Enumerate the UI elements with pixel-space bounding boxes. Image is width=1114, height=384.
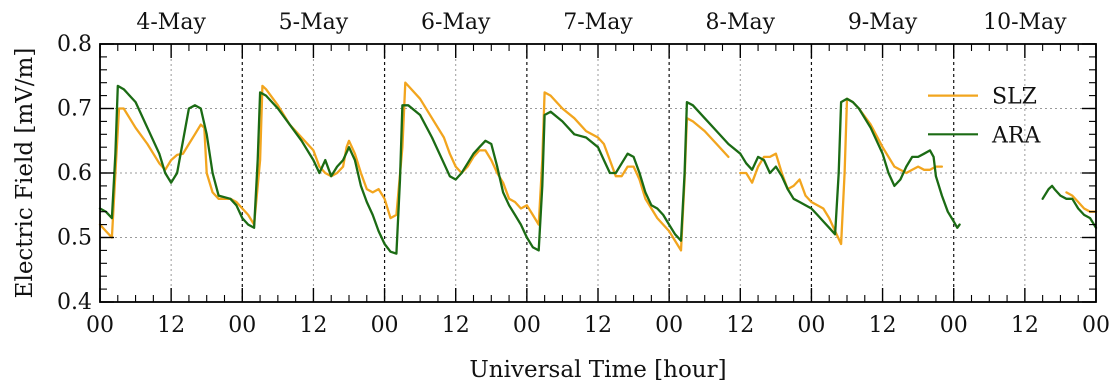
x-tick-label: 00 xyxy=(371,313,399,338)
day-label: 6-May xyxy=(421,10,491,35)
x-tick-label: 00 xyxy=(513,313,541,338)
day-label: 9-May xyxy=(848,10,918,35)
day-label: 10-May xyxy=(983,10,1067,35)
x-tick-label: 00 xyxy=(228,313,256,338)
y-axis-title: Electric Field [mV/m] xyxy=(12,48,38,299)
day-label: 4-May xyxy=(136,10,206,35)
x-tick-label: 12 xyxy=(869,313,897,338)
y-tick-label: 0.5 xyxy=(57,226,92,251)
series-line-ara xyxy=(1041,184,1098,229)
x-tick-label: 00 xyxy=(1082,313,1110,338)
day-label: 7-May xyxy=(563,10,633,35)
x-tick-label: 12 xyxy=(726,313,754,338)
series-line-ara xyxy=(98,84,961,255)
x-tick-label: 12 xyxy=(1011,313,1039,338)
x-tick-label: 00 xyxy=(655,313,683,338)
x-tick-label: 12 xyxy=(584,313,612,338)
y-tick-label: 0.7 xyxy=(57,97,92,122)
day-labels: 4-May 5-May 6-May 7-May 8-May 9-May 10-May xyxy=(136,10,1067,35)
x-tick-label: 00 xyxy=(86,313,114,338)
axis-ticks xyxy=(99,43,1097,303)
y-tick-label: 0.4 xyxy=(57,290,92,315)
legend-label-ara: ARA xyxy=(991,123,1041,148)
x-axis-title: Universal Time [hour] xyxy=(469,357,726,383)
y-tick-label: 0.6 xyxy=(57,161,92,186)
day-label: 5-May xyxy=(279,10,349,35)
legend: SLZ ARA xyxy=(928,85,1041,148)
series-line-slz xyxy=(98,81,730,252)
x-tick-label: 00 xyxy=(940,313,968,338)
day-label: 8-May xyxy=(706,10,776,35)
x-tick-label: 12 xyxy=(442,313,470,338)
x-tick-label: 00 xyxy=(797,313,825,338)
x-tick-label: 12 xyxy=(299,313,327,338)
grid-lines xyxy=(100,44,1096,302)
x-tick-label: 12 xyxy=(157,313,185,338)
series-line-slz xyxy=(739,97,944,246)
tick-labels: 0.4 0.5 0.6 0.7 0.8 00 12 00 12 00 12 00 12 00 12 00 12 0… xyxy=(57,32,1110,338)
legend-label-slz: SLZ xyxy=(992,85,1037,110)
series-line-slz xyxy=(1065,191,1098,213)
y-tick-label: 0.8 xyxy=(57,32,92,57)
